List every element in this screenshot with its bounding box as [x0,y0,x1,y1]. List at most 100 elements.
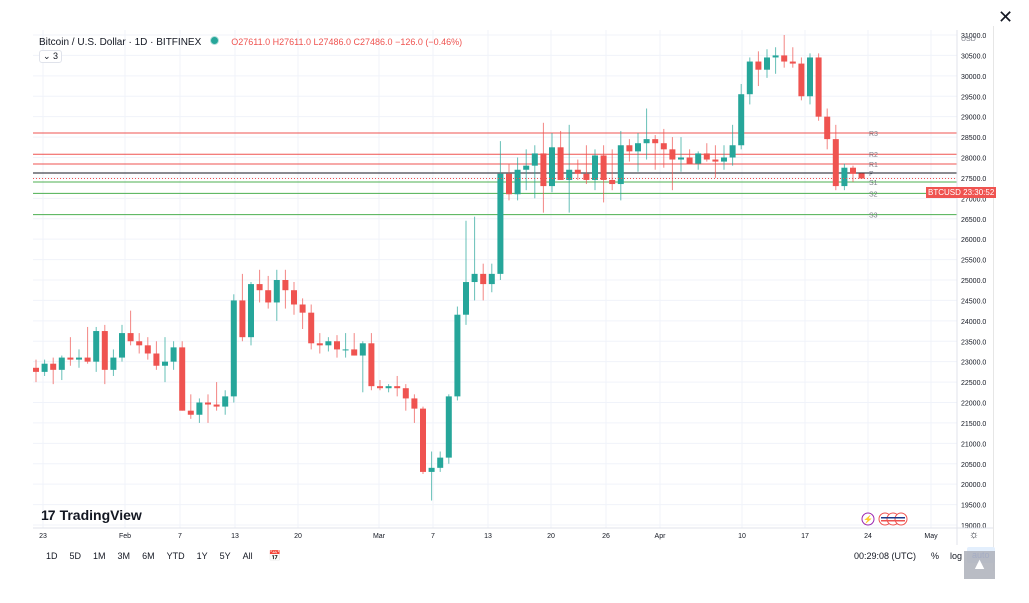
tradingview-logo[interactable]: 17 TradingView [41,507,142,523]
price-tick-label: 21000.0 [961,441,986,448]
range-button-1y[interactable]: 1Y [196,551,208,561]
close-icon[interactable]: ✕ [998,7,1014,28]
candle-body [437,457,444,468]
candle-body [76,357,82,360]
candle-body [50,363,57,370]
candle-body [772,55,779,58]
candle [445,394,452,464]
candle [798,57,805,101]
time-tick-label: 23 [39,533,47,540]
candle [471,216,478,301]
candle [411,394,418,423]
candle-body [514,169,521,195]
range-button-3m[interactable]: 3M [117,551,131,561]
candle-body [738,94,745,146]
candle-body [196,402,203,415]
candle-body [41,363,48,372]
bottom-toolbar: 1D 5D 1M 3M 6M YTD 1Y 5Y All 📅 00:29:08 … [33,545,995,567]
candle [463,220,469,325]
candle-body [445,396,452,458]
candle [144,337,151,360]
candle [643,108,650,160]
candle-body [187,410,194,415]
pivot-label-r1: R1 [869,162,878,169]
time-axis: 23 Feb 7 13 20 Mar 7 13 20 26 Apr 10 17 24 May [33,527,993,540]
candle [635,133,641,172]
candle-body [454,314,461,397]
candle-body [660,143,667,150]
range-button-5y[interactable]: 5Y [219,551,231,561]
candle [523,149,530,191]
candle-body [850,167,856,174]
candle [652,135,659,170]
chart-legend: Bitcoin / U.S. Dollar · 1D · BITFINEX O27… [39,36,462,48]
candle [179,341,186,411]
candle-body [592,155,598,180]
range-button-1d[interactable]: 1D [46,551,58,561]
range-button-all[interactable]: All [242,551,253,561]
candle [626,139,633,162]
log-scale-button[interactable]: log [950,551,963,561]
range-button-5d[interactable]: 5D [69,551,82,561]
svg-text:⚡: ⚡ [863,514,873,524]
candle-body [643,139,650,144]
range-button-6m[interactable]: 6M [142,551,155,561]
settings-gear-icon[interactable]: ☼ [969,529,980,541]
candle-body [273,280,280,303]
percent-scale-button[interactable]: % [931,551,940,561]
candle-body [127,333,134,342]
calendar-icon[interactable]: 📅 [268,550,282,562]
candle [592,149,598,191]
range-button-ytd[interactable]: YTD [166,551,185,561]
candle [755,51,762,87]
candle [265,275,272,309]
candle [110,349,117,376]
candle [196,398,203,423]
candle-body [316,343,323,346]
pivot-label-r3: R3 [869,131,878,138]
symbol-title[interactable]: Bitcoin / U.S. Dollar · 1D · BITFINEX [39,37,202,48]
candle [342,333,349,358]
candle-body [695,153,702,164]
time-tick-label: Feb [119,533,131,540]
candle [437,451,444,472]
candle-body [574,169,581,174]
candle-body [506,173,512,195]
candle [84,326,91,364]
price-tick-label: 19500.0 [961,503,986,510]
candle-body [239,300,246,338]
candle [609,149,616,191]
candle [781,35,788,68]
candle [308,304,315,350]
candle [703,143,710,162]
candle [377,380,383,391]
candle-body [841,167,848,187]
candle [600,145,607,203]
candle-body [755,61,762,70]
candle [789,47,796,68]
candle-body [583,173,590,180]
grid-lines [33,30,957,528]
ohlc-values: O27611.0 H27611.0 L27486.0 C27486.0 −126… [231,37,463,47]
candle [531,145,538,199]
candle [213,382,220,411]
indicator-toggle-button[interactable]: ⌄ 3 [39,50,63,63]
utc-clock[interactable]: 00:29:08 (UTC) [854,551,917,561]
scroll-to-top-button[interactable]: ▲ [964,551,995,579]
candle-body [93,331,100,362]
candle-body [101,331,108,370]
candle-body [33,367,39,372]
events-icons[interactable]: ⚡ [861,512,911,531]
candle [428,451,435,501]
candle-body [566,169,573,180]
candle [540,122,547,213]
candle [514,157,521,201]
candle-body [351,349,358,356]
pivot-label-pivot: P [869,171,874,178]
range-button-1m[interactable]: 1M [93,551,106,561]
candle-body [67,357,74,360]
time-tick-label: May [924,533,938,540]
time-tick-label: 13 [231,533,239,540]
candle [316,333,323,354]
